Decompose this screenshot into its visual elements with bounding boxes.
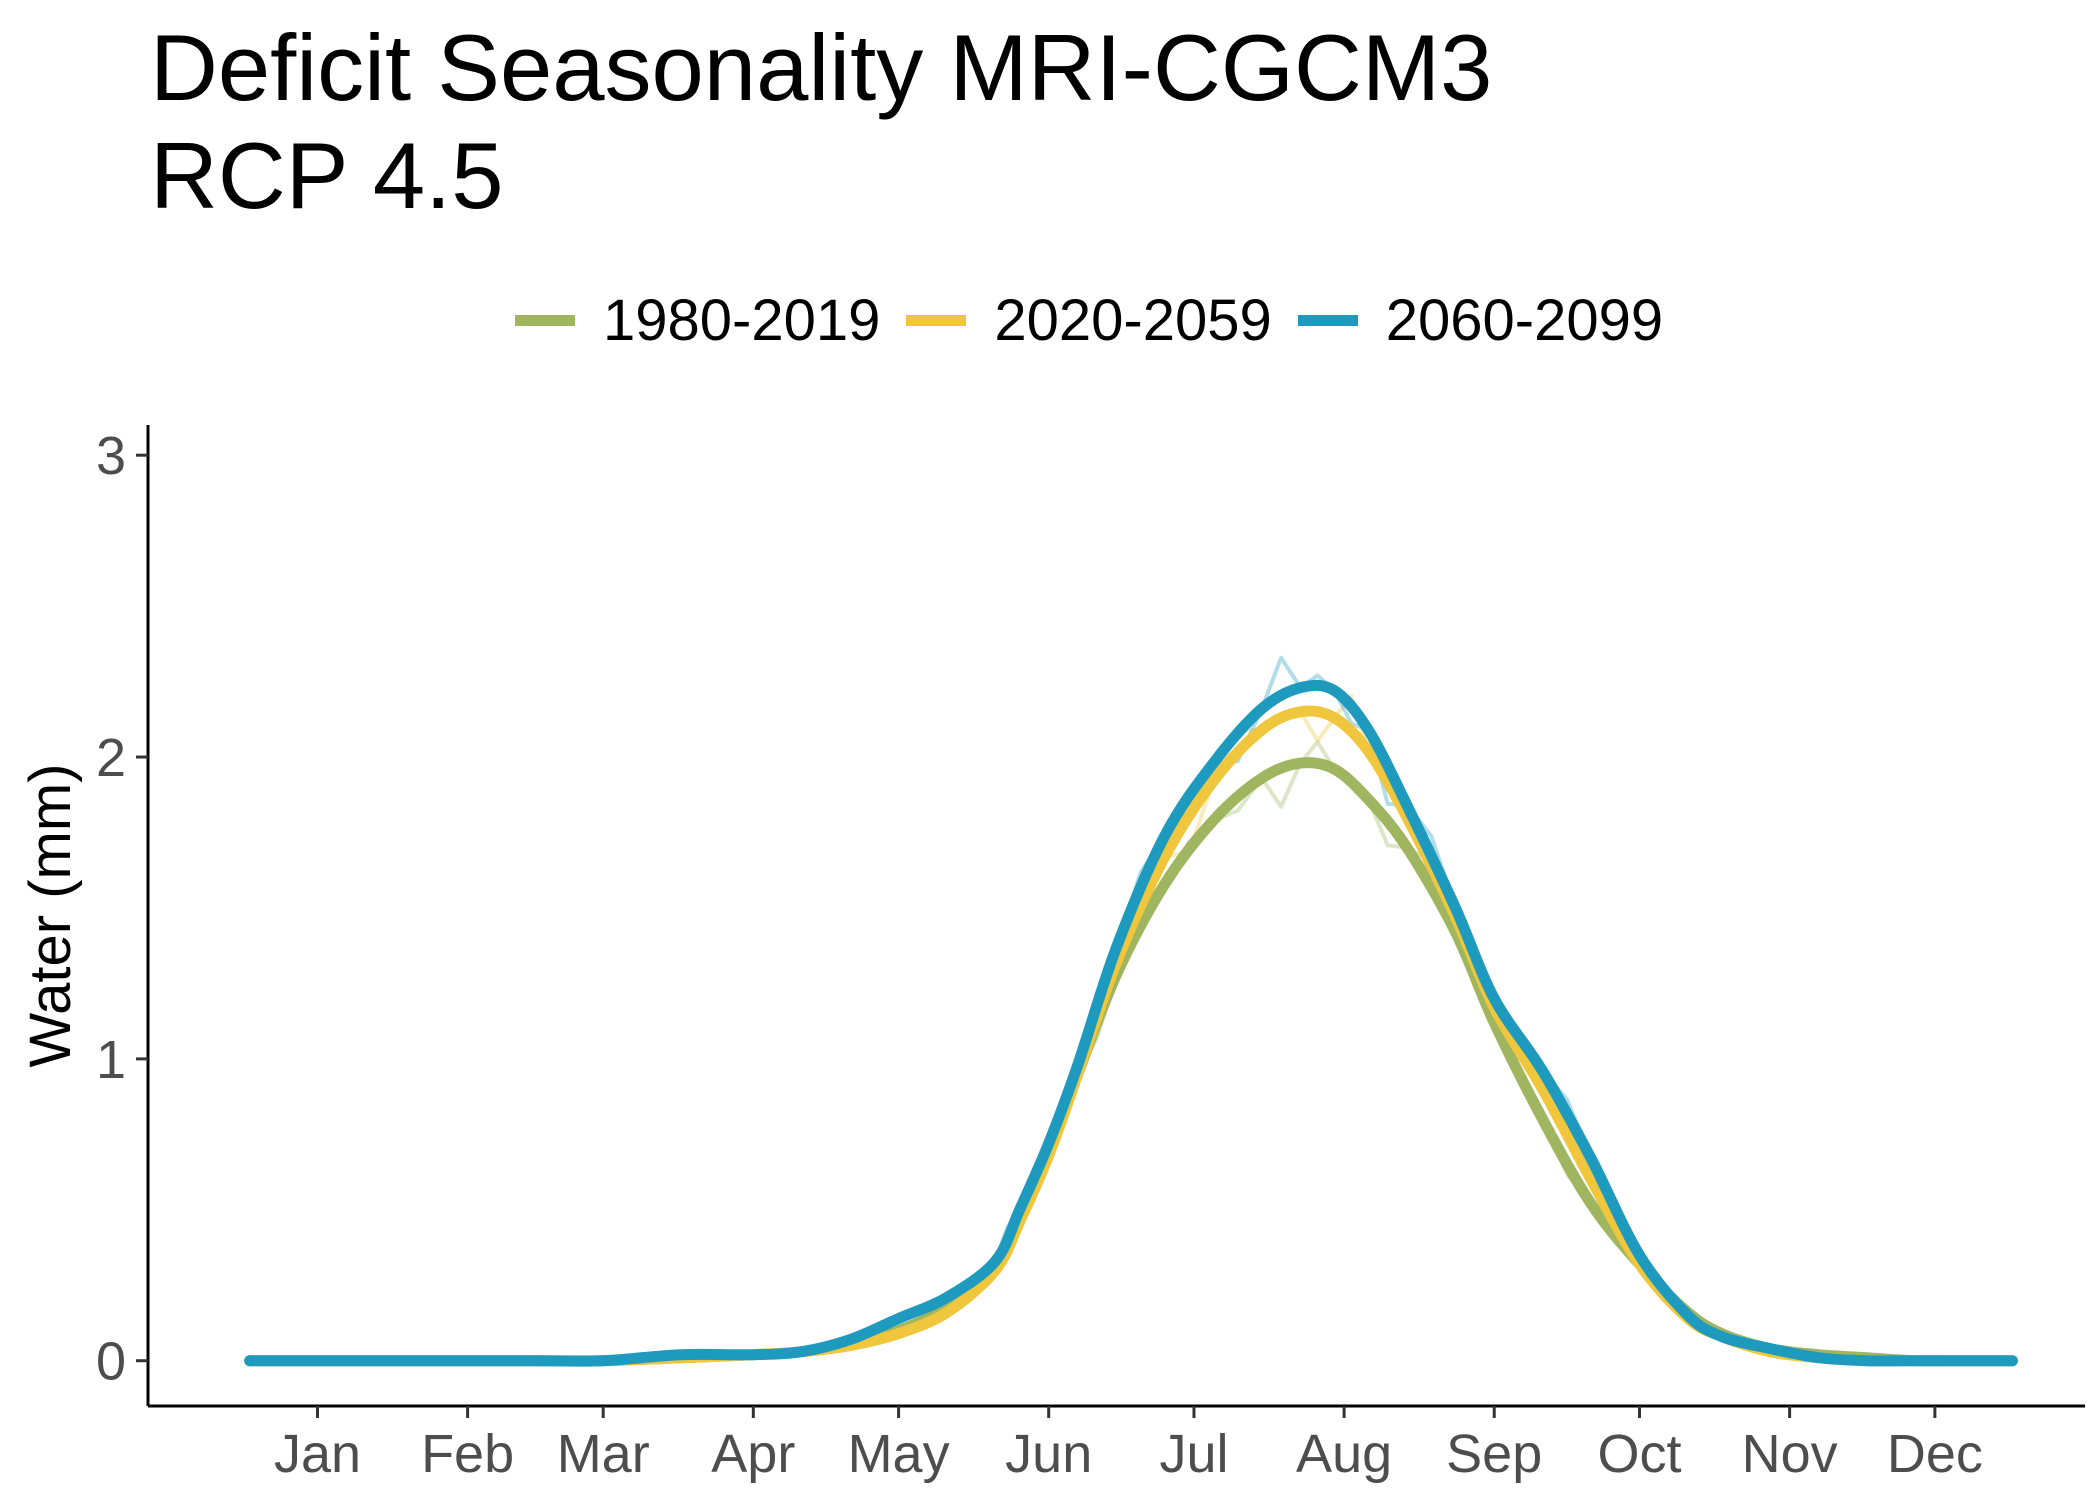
series-line-1980-2019: [244, 757, 2018, 1367]
legend: 1980-2019 2020-2059 2060-2099: [515, 280, 1689, 360]
x-tick-label-aug: Aug: [1296, 1424, 1392, 1484]
x-tick-label-feb: Feb: [421, 1424, 514, 1484]
x-tick-label-jul: Jul: [1159, 1424, 1228, 1484]
x-tick-label-nov: Nov: [1742, 1424, 1838, 1484]
chart-title-line-2: RCP 4.5: [150, 123, 504, 228]
y-tick-label-0: 0: [96, 1332, 126, 1392]
x-tick-label-sep: Sep: [1446, 1424, 1542, 1484]
legend-key-1980-2019: [515, 314, 575, 326]
x-tick-label-jun: Jun: [1005, 1424, 1092, 1484]
x-tick-label-may: May: [848, 1424, 950, 1484]
legend-label-1980-2019: 1980-2019: [603, 287, 881, 353]
legend-item-1980-2019: 1980-2019: [515, 287, 880, 354]
x-tick-label-apr: Apr: [711, 1424, 795, 1484]
legend-label-2020-2059: 2020-2059: [994, 287, 1272, 353]
legend-key-2020-2059: [906, 314, 967, 326]
series-raw-2060-2099: [249, 655, 2013, 1364]
series-line-2020-2059: [244, 705, 2018, 1367]
y-tick-label-3: 3: [96, 426, 126, 486]
legend-item-2060-2099: 2060-2099: [1297, 287, 1664, 354]
chart-title-line-1: Deficit Seasonality MRI-CGCM3: [150, 15, 1493, 120]
chart-title: Deficit Seasonality MRI-CGCM3 RCP 4.5: [150, 14, 1492, 230]
legend-item-2020-2059: 2020-2059: [906, 287, 1272, 354]
y-tick-label-2: 2: [96, 728, 126, 788]
series-line-2060-2099: [244, 679, 2018, 1367]
y-tick-label-1: 1: [96, 1030, 126, 1090]
y-axis-label: Water (mm): [18, 764, 83, 1068]
x-tick-label-dec: Dec: [1887, 1424, 1983, 1484]
series-raw-1980-2019: [249, 739, 2013, 1363]
legend-key-2060-2099: [1297, 314, 1358, 326]
series-layer: [244, 655, 2018, 1367]
legend-label-2060-2099: 2060-2099: [1385, 287, 1664, 353]
x-tick-label-oct: Oct: [1597, 1424, 1681, 1484]
x-tick-label-mar: Mar: [557, 1424, 650, 1484]
series-raw-2020-2059: [249, 694, 2013, 1364]
axes-layer: 0 1 2 3 Jan Feb Mar Apr May Jun Jul Aug Sep Oct Nov Dec…: [18, 425, 2085, 1484]
x-tick-label-jan: Jan: [274, 1424, 361, 1484]
